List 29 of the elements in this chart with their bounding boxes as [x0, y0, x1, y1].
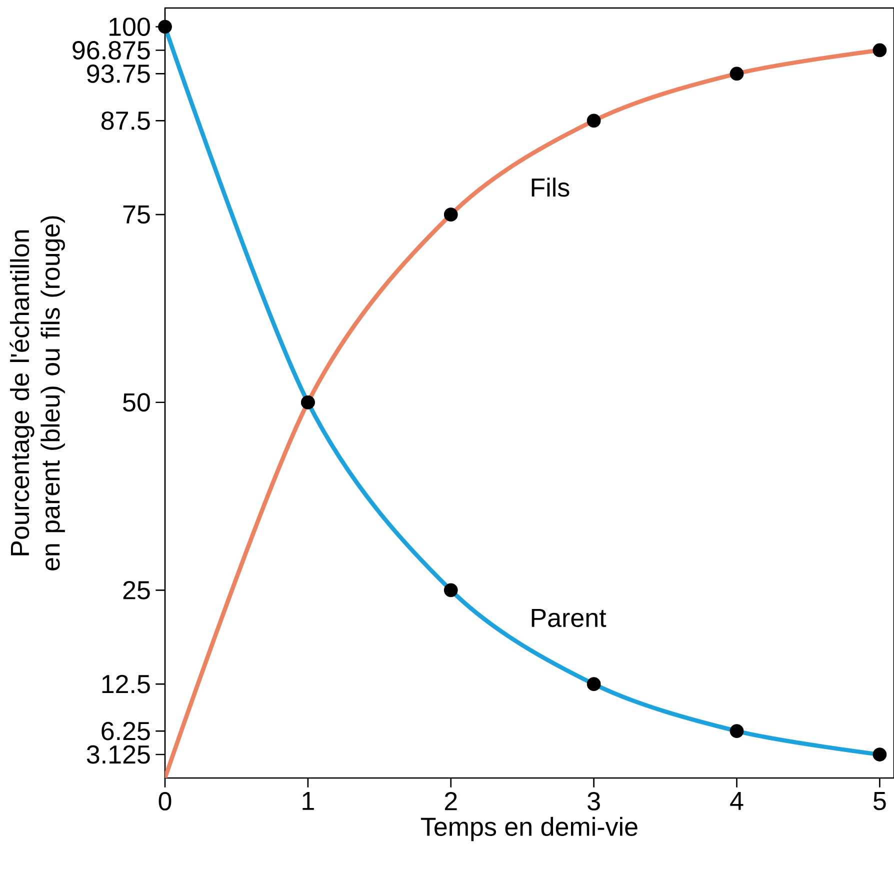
x-tick-label: 1	[302, 792, 314, 810]
y-axis-title: Pourcentage de l'échantillon en parent (bleu) ou fils (rouge)	[10, 216, 65, 570]
x-tick-label: 4	[730, 792, 744, 810]
point	[444, 583, 458, 598]
series-label: Fils	[532, 178, 570, 197]
point	[586, 677, 601, 692]
y-tick-label: 87.5	[101, 111, 150, 130]
x-tick-label: 2	[444, 792, 457, 810]
y-tick-label: 100	[110, 18, 150, 36]
point	[158, 20, 172, 34]
point	[872, 748, 887, 762]
y-tick-label: 25	[123, 580, 150, 600]
y-tick-label: 12.5	[102, 674, 150, 694]
y-tick-label: 93.75	[87, 64, 150, 83]
point	[730, 66, 744, 81]
series-label: Parent	[532, 608, 606, 628]
x-tick-label: 0	[158, 792, 172, 810]
y-tick-label: 50	[123, 393, 150, 412]
x-tick-label: 3	[588, 792, 600, 810]
point	[872, 43, 887, 58]
y-tick-label: 6.25	[102, 722, 150, 740]
y-tick-label: 75	[123, 206, 150, 224]
y-tick-label: 96.875	[72, 41, 150, 60]
x-axis-title: Temps en demi-vie	[420, 816, 638, 842]
y-tick-label: 3.125	[86, 745, 150, 764]
point	[730, 724, 744, 738]
point	[444, 208, 458, 222]
x-tick-label: 5	[874, 792, 886, 810]
point	[586, 114, 601, 128]
